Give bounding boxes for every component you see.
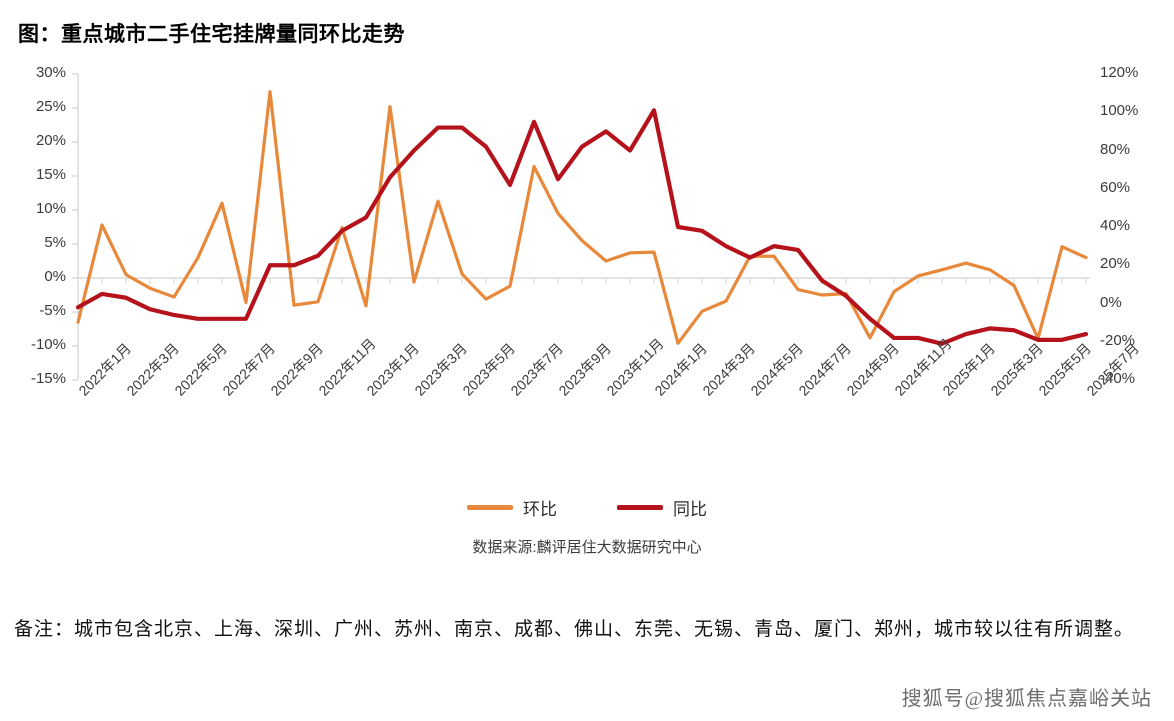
left-axis-tick-label: 15%	[35, 166, 66, 183]
left-axis-tick-label: -10%	[30, 336, 66, 353]
left-axis-tick-label: 20%	[35, 132, 66, 149]
left-axis-tick-label: -15%	[30, 370, 66, 387]
chart-legend: 环比 同比	[0, 495, 1174, 520]
left-axis-tick-label: 5%	[44, 234, 66, 251]
page-title: 图：重点城市二手住宅挂牌量同环比走势	[18, 23, 405, 46]
watermark-label: 搜狐号@搜狐焦点嘉峪关站	[901, 688, 1152, 710]
x-axis-tick-labels: 2022年1月 2022年3月 2022年5月 2022年7月 2022年9月 2022年…	[0, 335, 1174, 482]
right-axis-tick-label: 80%	[1100, 140, 1131, 158]
legend-swatch-icon	[617, 505, 663, 510]
right-axis-tick-label: 100%	[1100, 102, 1139, 120]
legend-swatch-icon	[467, 505, 513, 510]
legend-item-同比[interactable]: 同比	[617, 495, 707, 520]
footnote-text: 备注：城市包含北京、上海、深圳、广州、苏州、南京、成都、佛山、东莞、无锡、青岛、…	[14, 619, 1135, 640]
right-axis-tick-label: 0%	[1100, 293, 1122, 311]
line-chart-svg	[72, 73, 1090, 381]
legend-label: 环比	[523, 500, 557, 519]
left-axis-tick-label: 10%	[35, 200, 66, 217]
left-axis-tick-label: -5%	[39, 302, 66, 319]
right-axis-tick-label: 40%	[1100, 217, 1131, 234]
right-axis-tick-label: -40%	[1100, 370, 1136, 387]
right-axis-tick-label: 20%	[1100, 255, 1131, 273]
source-note: 数据来源:麟评居住大数据研究中心	[472, 539, 702, 556]
legend-item-环比[interactable]: 环比	[467, 495, 557, 520]
right-axis-tick-label: 60%	[1100, 178, 1131, 196]
chart-plot-area: 30% 25% 20% 15% 10% 5% 0% -5% -10% -15% 120% 100% 8…	[0, 58, 1174, 398]
left-axis-tick-label: 25%	[35, 98, 66, 115]
left-axis-tick-label: 0%	[44, 268, 66, 285]
right-axis-tick-label: 120%	[1100, 64, 1139, 81]
series-line-同比	[75, 108, 1089, 346]
right-axis-tick-label: -20%	[1100, 331, 1136, 349]
legend-label: 同比	[673, 500, 707, 519]
series-line-环比	[76, 90, 1088, 345]
left-axis-tick-label: 30%	[35, 64, 66, 81]
